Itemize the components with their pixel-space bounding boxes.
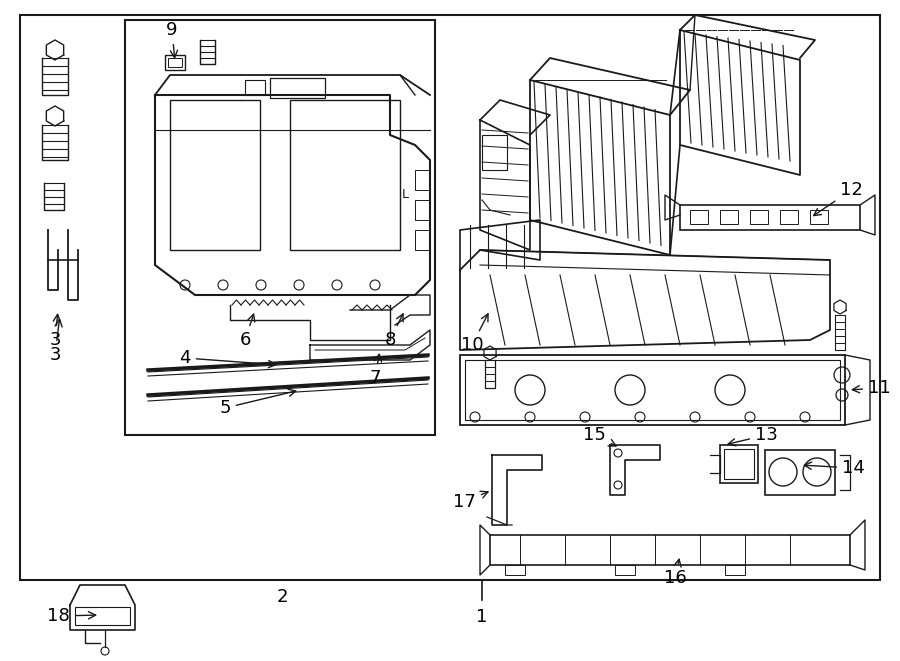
- Text: 11: 11: [852, 379, 891, 397]
- Text: 9: 9: [166, 21, 178, 58]
- Bar: [290, 100, 400, 250]
- Text: 5: 5: [220, 389, 296, 417]
- Bar: [165, 55, 185, 70]
- Bar: [690, 210, 708, 224]
- Bar: [168, 58, 182, 67]
- Text: 12: 12: [814, 181, 863, 215]
- Bar: [720, 210, 738, 224]
- Bar: [615, 565, 635, 575]
- Bar: [482, 135, 507, 170]
- Text: 4: 4: [179, 349, 275, 368]
- Bar: [810, 210, 828, 224]
- Text: 3: 3: [50, 315, 61, 349]
- Text: 13: 13: [728, 426, 778, 446]
- Text: 2: 2: [276, 588, 288, 606]
- Bar: [505, 565, 525, 575]
- Text: 7: 7: [369, 354, 382, 387]
- Text: 10: 10: [461, 314, 488, 354]
- Bar: [725, 565, 745, 575]
- Bar: [460, 355, 845, 425]
- Bar: [680, 205, 860, 230]
- Bar: [724, 449, 754, 479]
- Bar: [245, 80, 265, 95]
- Bar: [270, 78, 325, 98]
- Text: 16: 16: [663, 559, 687, 587]
- Text: 1: 1: [476, 608, 488, 626]
- Bar: [780, 210, 798, 224]
- Bar: [125, 20, 435, 435]
- Text: 3: 3: [50, 319, 62, 364]
- Bar: [465, 360, 840, 420]
- Bar: [750, 210, 768, 224]
- Bar: [720, 445, 758, 483]
- Text: 8: 8: [384, 314, 403, 349]
- Text: 6: 6: [239, 314, 255, 349]
- Bar: [170, 100, 260, 250]
- Text: L: L: [401, 188, 409, 202]
- Bar: [765, 450, 835, 495]
- Bar: [415, 230, 430, 250]
- Text: 15: 15: [583, 426, 617, 446]
- Text: 18: 18: [47, 607, 95, 625]
- Text: 17: 17: [453, 491, 488, 511]
- Bar: [75, 607, 130, 625]
- Bar: [20, 15, 880, 580]
- Bar: [415, 170, 430, 190]
- Bar: [415, 200, 430, 220]
- Text: 14: 14: [805, 459, 865, 477]
